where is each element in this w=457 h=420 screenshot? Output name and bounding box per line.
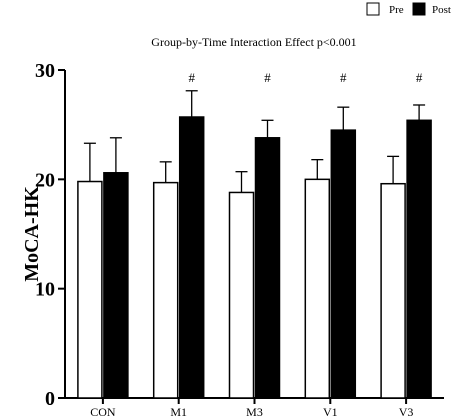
bar-post-m1 — [178, 116, 205, 399]
y-axis-label: MoCA-HK — [21, 186, 43, 282]
annotation-m3: # — [264, 70, 271, 85]
bar-post-v3 — [406, 119, 432, 399]
x-tick-label-v3: V3 — [399, 405, 414, 419]
bars: # # # # — [77, 70, 432, 399]
bar-post-con — [103, 172, 129, 399]
y-tick-label: 30 — [35, 60, 55, 82]
x-axis: CON M1 M3 V1 V3 — [65, 397, 444, 419]
bar-pre-m3 — [228, 191, 255, 399]
x-tick-label-m1: M1 — [170, 405, 187, 419]
bar-group-m1: # — [152, 70, 205, 399]
x-tick-label-v1: V1 — [323, 405, 338, 419]
y-tick-label: 10 — [35, 279, 55, 301]
bar-group-m3: # — [228, 70, 281, 399]
bar-group-con — [77, 137, 129, 399]
legend: Pre Post — [366, 2, 451, 16]
chart-title: Group-by-Time Interaction Effect p<0.001 — [151, 35, 356, 49]
legend-swatch-post — [412, 2, 426, 16]
legend-swatch-pre — [366, 2, 380, 16]
x-tick-label-con: CON — [90, 405, 116, 419]
y-tick-label: 0 — [45, 388, 55, 410]
legend-label-pre: Pre — [389, 4, 404, 16]
x-tick-label-m3: M3 — [246, 405, 263, 419]
annotation-v3: # — [416, 70, 423, 85]
annotation-m1: # — [188, 70, 195, 85]
bar-pre-con — [77, 180, 103, 399]
bar-post-v1 — [330, 129, 357, 399]
bar-post-m3 — [254, 137, 281, 399]
bar-group-v1: # — [304, 70, 357, 399]
y-tick-label: 20 — [35, 169, 55, 191]
bar-pre-v1 — [304, 178, 331, 399]
annotation-v1: # — [340, 70, 347, 85]
bar-group-v3: # — [380, 70, 432, 399]
bar-pre-v3 — [380, 182, 406, 399]
legend-label-post: Post — [432, 4, 451, 16]
bar-pre-m1 — [152, 181, 179, 399]
y-axis: 0 10 20 30 — [35, 60, 66, 410]
